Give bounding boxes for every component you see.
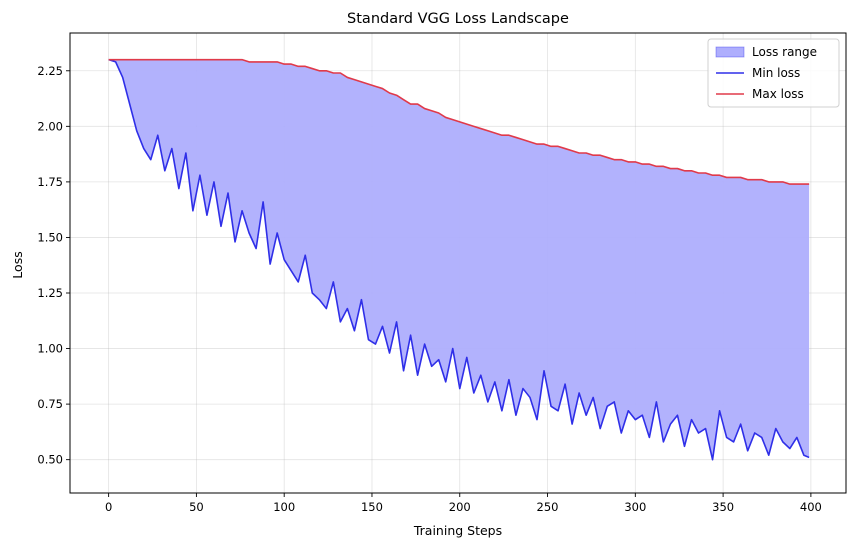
y-tick-label: 0.75 — [37, 397, 63, 411]
x-tick-label: 300 — [624, 500, 646, 514]
x-tick-label: 250 — [537, 500, 559, 514]
legend-entry-label: Min loss — [752, 66, 800, 80]
x-tick-label: 200 — [449, 500, 471, 514]
legend: Loss range Min loss Max loss — [707, 38, 840, 108]
legend-entry-label: Loss range — [752, 45, 817, 59]
y-tick-label: 1.50 — [37, 230, 63, 244]
x-tick-label: 50 — [189, 500, 204, 514]
y-tick-label: 1.75 — [37, 175, 63, 189]
y-axis-ticks: 0.50 0.75 1.00 1.25 1.50 1.75 2.00 2.25 — [37, 64, 70, 467]
plot-area — [108, 58, 810, 461]
x-axis-ticks: 0 50 100 150 200 250 300 350 400 — [105, 493, 822, 514]
x-tick-label: 400 — [800, 500, 822, 514]
y-tick-label: 0.50 — [37, 453, 63, 467]
chart-title: Standard VGG Loss Landscape — [347, 11, 569, 27]
y-tick-label: 1.25 — [37, 286, 63, 300]
legend-entry-label: Max loss — [752, 87, 804, 101]
y-tick-label: 1.00 — [37, 342, 63, 356]
min-loss-line — [108, 58, 810, 461]
y-axis-label: Loss — [10, 251, 25, 278]
x-tick-label: 100 — [273, 500, 295, 514]
x-axis-label: Training Steps — [413, 523, 502, 538]
loss-range-area — [108, 59, 810, 460]
x-tick-label: 0 — [105, 500, 112, 514]
y-tick-label: 2.00 — [37, 119, 63, 133]
x-tick-label: 150 — [361, 500, 383, 514]
plot-frame — [69, 32, 847, 494]
y-tick-label: 2.25 — [37, 64, 63, 78]
x-tick-label: 350 — [712, 500, 734, 514]
max-loss-line — [108, 58, 810, 185]
legend-swatch-loss-range — [715, 46, 745, 58]
